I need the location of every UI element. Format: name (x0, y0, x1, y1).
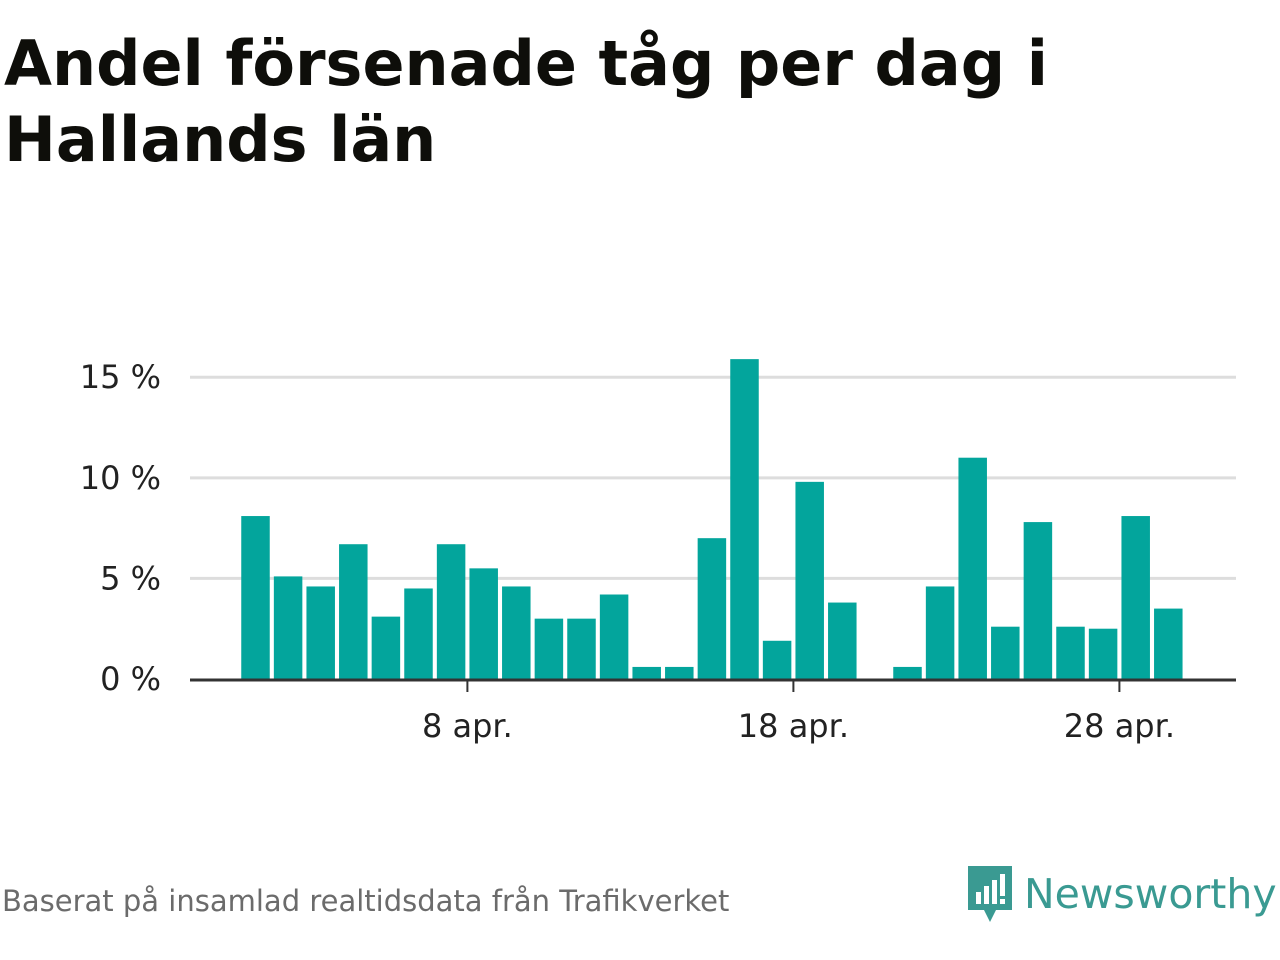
bar (795, 481, 824, 679)
y-tick-label: 5 % (100, 559, 161, 597)
bar (436, 544, 466, 679)
y-tick-label: 10 % (80, 459, 161, 497)
bar (991, 626, 1020, 679)
bar (534, 618, 564, 679)
bar (273, 576, 303, 679)
y-tick-labels: 0 % 5 % 10 % 15 % (80, 358, 161, 698)
bar (632, 666, 661, 679)
bar (371, 616, 401, 679)
newsworthy-logo-icon (968, 866, 1012, 922)
bar (730, 359, 759, 679)
axes (190, 678, 1236, 692)
chart-title: Andel försenade tåg per dag i Hallands l… (4, 27, 1048, 176)
bar (893, 666, 922, 679)
x-tick-labels: 8 apr. 18 apr. 28 apr. (422, 707, 1175, 745)
bar (599, 594, 629, 679)
bar (306, 586, 335, 679)
bar (404, 588, 433, 679)
brand-logo: Newsworthy (964, 862, 1277, 926)
x-tick-label: 18 apr. (738, 707, 849, 745)
bar (828, 602, 857, 679)
bar (665, 666, 694, 679)
bar (567, 618, 596, 679)
y-tick-label: 0 % (100, 660, 161, 698)
bar (469, 568, 498, 679)
bar (1056, 626, 1085, 679)
bar (1154, 608, 1183, 679)
bar-chart: 0 % 5 % 10 % 15 % 8 apr. 18 apr. 28 apr. (80, 358, 1236, 745)
bar (958, 457, 987, 679)
x-tick-label: 8 apr. (422, 707, 513, 745)
bar (1088, 628, 1118, 679)
source-note: Baserat på insamlad realtidsdata från Tr… (2, 884, 730, 918)
bar (339, 544, 368, 679)
bar (502, 586, 531, 679)
bar (925, 586, 955, 679)
y-tick-label: 15 % (80, 358, 161, 396)
bar (1023, 522, 1053, 679)
bars (241, 359, 1183, 679)
bar (762, 640, 792, 679)
bar (697, 538, 727, 679)
bar (1121, 516, 1150, 679)
x-tick-label: 28 apr. (1064, 707, 1175, 745)
bar (241, 516, 270, 679)
brand-name: Newsworthy (1024, 870, 1277, 918)
